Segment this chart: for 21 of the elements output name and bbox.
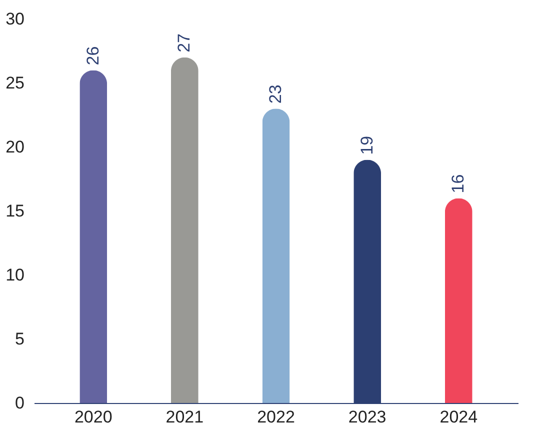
y-tick-label: 0 <box>15 394 24 412</box>
y-tick-label: 15 <box>6 202 24 220</box>
x-tick-label: 2022 <box>257 408 295 426</box>
bar <box>80 70 108 403</box>
x-tick-label: 2021 <box>166 408 204 426</box>
y-tick-label: 5 <box>15 330 24 348</box>
x-tick-label: 2023 <box>348 408 386 426</box>
data-label: 26 <box>83 46 102 66</box>
y-tick-label: 25 <box>6 74 24 92</box>
data-label: 23 <box>266 84 285 104</box>
bar <box>262 108 290 403</box>
y-tick-label: 20 <box>6 138 24 156</box>
bar <box>170 57 198 403</box>
y-tick-label: 30 <box>6 10 24 28</box>
bar <box>444 198 472 403</box>
y-tick-label: 10 <box>6 266 24 284</box>
x-tick-label: 2024 <box>440 408 478 426</box>
data-label: 19 <box>357 136 376 155</box>
data-label: 16 <box>448 174 468 194</box>
data-label: 27 <box>174 33 194 52</box>
x-tick-label: 2020 <box>74 408 112 426</box>
